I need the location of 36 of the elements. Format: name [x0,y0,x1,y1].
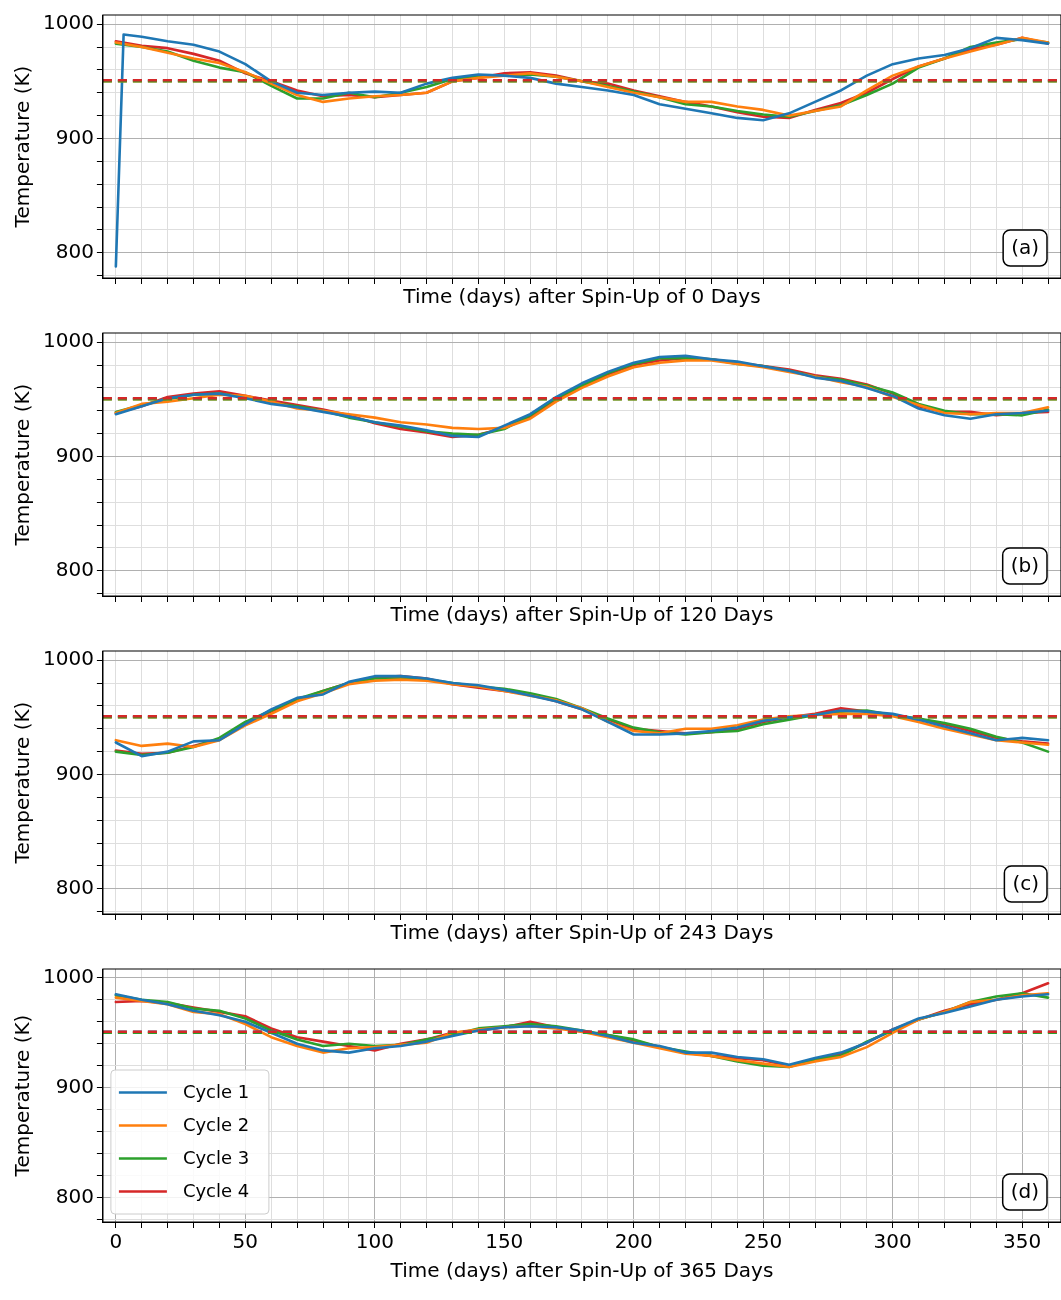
y-tick-label: 1000 [42,964,94,988]
y-tick-label: 800 [55,875,94,900]
x-tick-label: 150 [485,1229,524,1254]
y-axis-title: Temperature (K) [10,65,35,229]
y-tick-label: 800 [55,557,94,582]
legend-label: Cycle 2 [182,1114,250,1136]
y-tick-label: 800 [55,1184,94,1208]
y-tick-label: 1000 [42,328,94,353]
y-tick-label: 900 [55,760,94,785]
annotation: (a) [1011,235,1040,260]
y-axis-title: Temperature (K) [10,383,35,547]
legend-label: Cycle 4 [182,1180,250,1202]
x-tick-label: 100 [355,1229,394,1254]
x-axis-title: Time (days) after Spin-Up of 120 Days [389,602,774,627]
x-tick-label: 0 [109,1229,123,1254]
x-axis-title: Time (days) after Spin-Up of 243 Days [389,920,774,945]
annotation: (b) [1010,553,1040,578]
y-tick-label: 800 [55,239,94,264]
x-tick-label: 50 [232,1229,259,1254]
x-tick-label: 350 [1003,1229,1042,1254]
y-axis-title: Temperature (K) [10,1014,35,1178]
annotation: (d) [1010,1179,1040,1204]
x-axis-title: Time (days) after Spin-Up of 0 Days [402,284,761,309]
legend-label: Cycle 1 [182,1081,250,1103]
legend-label: Cycle 3 [182,1147,250,1169]
y-tick-label: 1000 [42,10,94,35]
y-tick-label: 900 [55,442,94,467]
x-axis-title: Time (days) after Spin-Up of 365 Days [389,1258,774,1283]
y-tick-label: 900 [55,124,94,149]
x-tick-label: 300 [873,1229,912,1254]
y-axis-title: Temperature (K) [10,701,35,865]
x-tick-label: 250 [744,1229,783,1254]
x-tick-label: 200 [614,1229,653,1254]
y-tick-label: 1000 [42,646,94,671]
y-tick-label: 900 [55,1074,94,1098]
annotation: (c) [1012,871,1040,896]
